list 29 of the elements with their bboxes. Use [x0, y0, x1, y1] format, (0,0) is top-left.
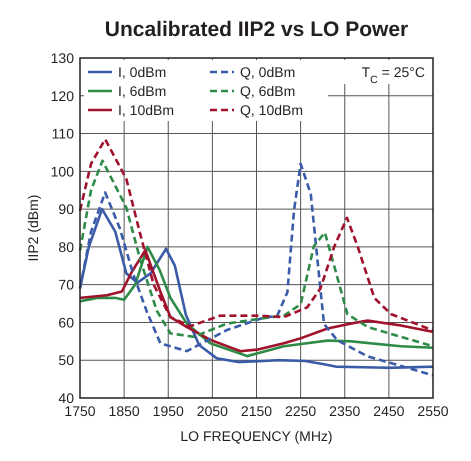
y-tick-label: 100	[50, 163, 74, 180]
x-tick-label: 1750	[64, 403, 96, 419]
chart-title: Uncalibrated IIP2 vs LO Power	[104, 18, 408, 41]
x-tick-label: 1850	[108, 403, 140, 419]
y-tick-label: 70	[58, 276, 74, 293]
y-axis-title: IIP2 (dBm)	[25, 194, 41, 262]
legend-label: Q, 6dBm	[240, 83, 296, 99]
y-tick-label: 90	[58, 201, 74, 218]
y-tick-label: 80	[58, 238, 74, 255]
y-tick-label: 120	[50, 88, 74, 104]
x-tick-label: 1950	[152, 403, 184, 419]
y-tick-label: 50	[58, 352, 74, 368]
y-tick-label: 110	[52, 126, 74, 142]
annotation: T$_{C}$ = 25°C	[362, 64, 425, 86]
x-tick-label: 2050	[196, 403, 228, 419]
x-tick-label: 2450	[373, 403, 405, 419]
x-axis-title: LO FREQUENCY (MHz)	[180, 428, 333, 444]
x-tick-label: 2250	[285, 403, 316, 419]
legend-label: Q, 10dBm	[240, 102, 304, 118]
legend-label: I, 10dBm	[118, 102, 174, 118]
y-tick-label: 60	[58, 314, 74, 330]
y-tick-label: 40	[58, 390, 74, 406]
x-tick-label: 2350	[329, 403, 361, 419]
x-tick-label: 2550	[417, 403, 449, 419]
legend-label: I, 6dBm	[118, 83, 166, 99]
x-tick-label: 2150	[240, 403, 272, 419]
y-tick-label: 130	[50, 50, 74, 66]
legend-label: I, 0dBm	[118, 64, 166, 80]
legend-label: Q, 0dBm	[240, 64, 296, 80]
